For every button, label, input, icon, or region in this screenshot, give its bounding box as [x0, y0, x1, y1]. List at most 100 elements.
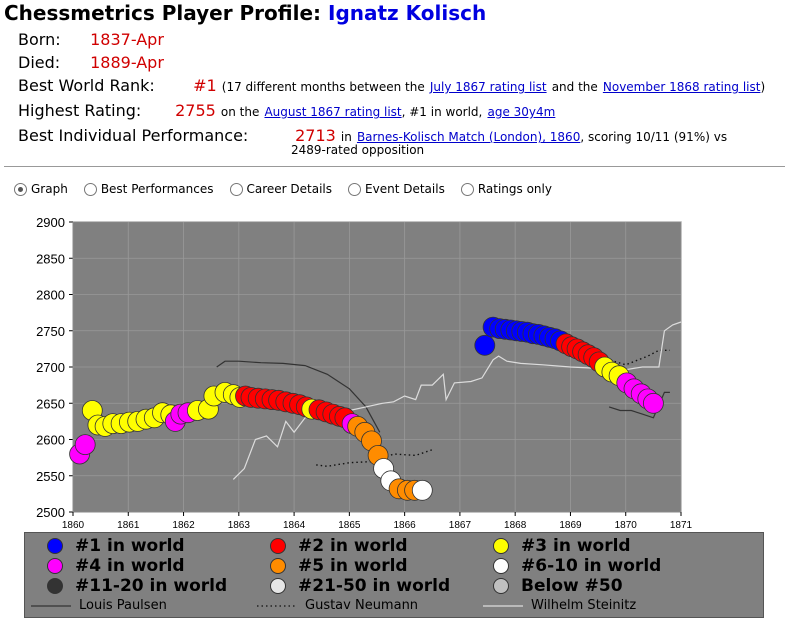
page-title: Chessmetrics Player Profile: Ignatz Koli…: [4, 1, 486, 25]
tab-career-details[interactable]: Career Details: [229, 182, 333, 196]
legend-line-neumann: Gustav Neumann: [257, 598, 418, 613]
x-tick-label: 1870: [615, 520, 638, 531]
rating-point: [74, 434, 96, 456]
legend-rank-3-label: #3 in world: [521, 536, 631, 556]
rating-chart: 2500 2550 2600 2650 2700 2750 2800 2850 2900 1860…: [36, 215, 693, 531]
legend-rank-11-20: #11-20 in world: [47, 576, 227, 596]
perf-value: 2713: [295, 126, 336, 145]
x-tick-label: 1863: [228, 520, 251, 531]
legend-rank-21-50-label: #21-50 in world: [298, 576, 451, 596]
x-tick-label: 1864: [283, 520, 306, 531]
legend-swatch-steinitz: [483, 604, 523, 607]
born-value: 1837-Apr: [90, 30, 164, 49]
rank-text-3: ): [760, 80, 766, 94]
legend-neumann-label: Gustav Neumann: [305, 598, 419, 613]
legend-dot-rank-4: [47, 558, 63, 574]
legend-rank-1: #1 in world: [47, 536, 185, 556]
legend-below-50: Below #50: [493, 576, 623, 596]
y-tick-label: 2650: [36, 396, 65, 411]
radio-event-details[interactable]: [348, 182, 362, 196]
rank-value: #1: [193, 76, 217, 95]
legend-rank-11-20-label: #11-20 in world: [75, 576, 228, 596]
legend-dot-rank-11-20: [47, 578, 63, 594]
x-tick-label: 1860: [62, 520, 85, 531]
legend-line-steinitz: Wilhelm Steinitz: [483, 598, 636, 613]
tab-event-details[interactable]: Event Details: [348, 182, 445, 196]
tab-ratings-only[interactable]: Ratings only: [460, 182, 552, 196]
rating-text-1: on the: [220, 105, 260, 119]
born-label: Born:: [18, 30, 61, 49]
rank-row: Best World Rank: #1 (17 different months…: [18, 74, 778, 99]
tab-best-performances-label: Best Performances: [100, 182, 214, 196]
legend-swatch-paulsen: [31, 604, 71, 607]
rating-row: Highest Rating: 2755 on the August 1867 …: [18, 99, 778, 124]
legend-line-paulsen: Louis Paulsen: [31, 598, 167, 613]
rank-text-1: (17 different months between the: [221, 80, 425, 94]
legend-dot-below-50: [493, 578, 509, 594]
rating-point: [411, 479, 433, 501]
tab-graph[interactable]: Graph: [14, 182, 68, 196]
died-value: 1889-Apr: [90, 53, 164, 72]
legend-rank-5: #5 in world: [270, 556, 408, 576]
tab-event-details-label: Event Details: [365, 182, 445, 196]
y-tick-label: 2800: [36, 288, 65, 303]
perf-label: Best Individual Performance:: [18, 126, 249, 145]
born-row: Born: 1837-Apr: [18, 28, 778, 51]
radio-ratings-only[interactable]: [460, 182, 474, 196]
tab-graph-label: Graph: [31, 182, 68, 196]
legend-rank-5-label: #5 in world: [298, 556, 408, 576]
rating-text-2: , #1 in world,: [401, 105, 483, 119]
legend-steinitz-label: Wilhelm Steinitz: [531, 598, 637, 613]
legend-rank-2-label: #2 in world: [298, 536, 408, 556]
legend-paulsen-label: Louis Paulsen: [79, 598, 167, 613]
legend-dot-rank-6-10: [493, 558, 509, 574]
tab-best-performances[interactable]: Best Performances: [83, 182, 214, 196]
legend-dot-rank-5: [270, 558, 286, 574]
legend-swatch-neumann: [257, 604, 297, 607]
rating-point: [643, 392, 664, 414]
y-tick-label: 2750: [36, 324, 65, 339]
profile-info: Born: 1837-Apr Died: 1889-Apr Best World…: [18, 28, 778, 160]
player-name: Ignatz Kolisch: [328, 1, 487, 25]
view-tabs: Graph Best Performances Career Details E…: [14, 182, 568, 196]
radio-best-performances[interactable]: [83, 182, 97, 196]
rank-label: Best World Rank:: [18, 76, 155, 95]
rating-age-link[interactable]: age 30y4m: [487, 105, 556, 119]
rating-label: Highest Rating:: [18, 101, 142, 120]
rating-point: [474, 334, 496, 356]
perf-text-1: in: [340, 130, 352, 144]
y-tick-label: 2600: [36, 433, 65, 448]
tab-ratings-only-label: Ratings only: [477, 182, 552, 196]
legend-rank-4-label: #4 in world: [75, 556, 185, 576]
title-prefix: Chessmetrics Player Profile:: [4, 1, 322, 25]
legend-rank-4: #4 in world: [47, 556, 185, 576]
y-tick-label: 2550: [36, 469, 65, 484]
legend-rank-6-10-label: #6-10 in world: [521, 556, 662, 576]
series-line-louis-paulsen: [608, 391, 670, 419]
radio-career-details[interactable]: [229, 182, 243, 196]
died-row: Died: 1889-Apr: [18, 51, 778, 74]
legend-below-50-label: Below #50: [521, 576, 623, 596]
perf-link-barnes-kolisch[interactable]: Barnes-Kolisch Match (London), 1860: [356, 130, 581, 144]
legend-rank-6-10: #6-10 in world: [493, 556, 661, 576]
x-tick-label: 1862: [172, 520, 195, 531]
radio-graph[interactable]: [14, 182, 27, 196]
series-line-louis-paulsen: [216, 360, 381, 433]
x-tick-label: 1869: [559, 520, 582, 531]
died-label: Died:: [18, 53, 61, 72]
rank-link-nov-1868[interactable]: November 1868 rating list: [602, 80, 761, 94]
x-tick-label: 1867: [449, 520, 472, 531]
rating-link-aug-1867[interactable]: August 1867 rating list: [264, 105, 402, 119]
x-tick-label: 1871: [670, 520, 693, 531]
legend-dot-rank-21-50: [270, 578, 286, 594]
rank-link-july-1867[interactable]: July 1867 rating list: [429, 80, 547, 94]
tab-career-details-label: Career Details: [246, 182, 333, 196]
x-tick-label: 1865: [338, 520, 361, 531]
x-tick-label: 1861: [117, 520, 140, 531]
perf-row: Best Individual Performance: 2713 in Bar…: [18, 124, 778, 160]
legend-dot-rank-2: [270, 538, 286, 554]
rank-text-2: and the: [551, 80, 598, 94]
legend-rank-21-50: #21-50 in world: [270, 576, 450, 596]
y-tick-label: 2700: [36, 360, 65, 375]
legend-dot-rank-3: [493, 538, 509, 554]
